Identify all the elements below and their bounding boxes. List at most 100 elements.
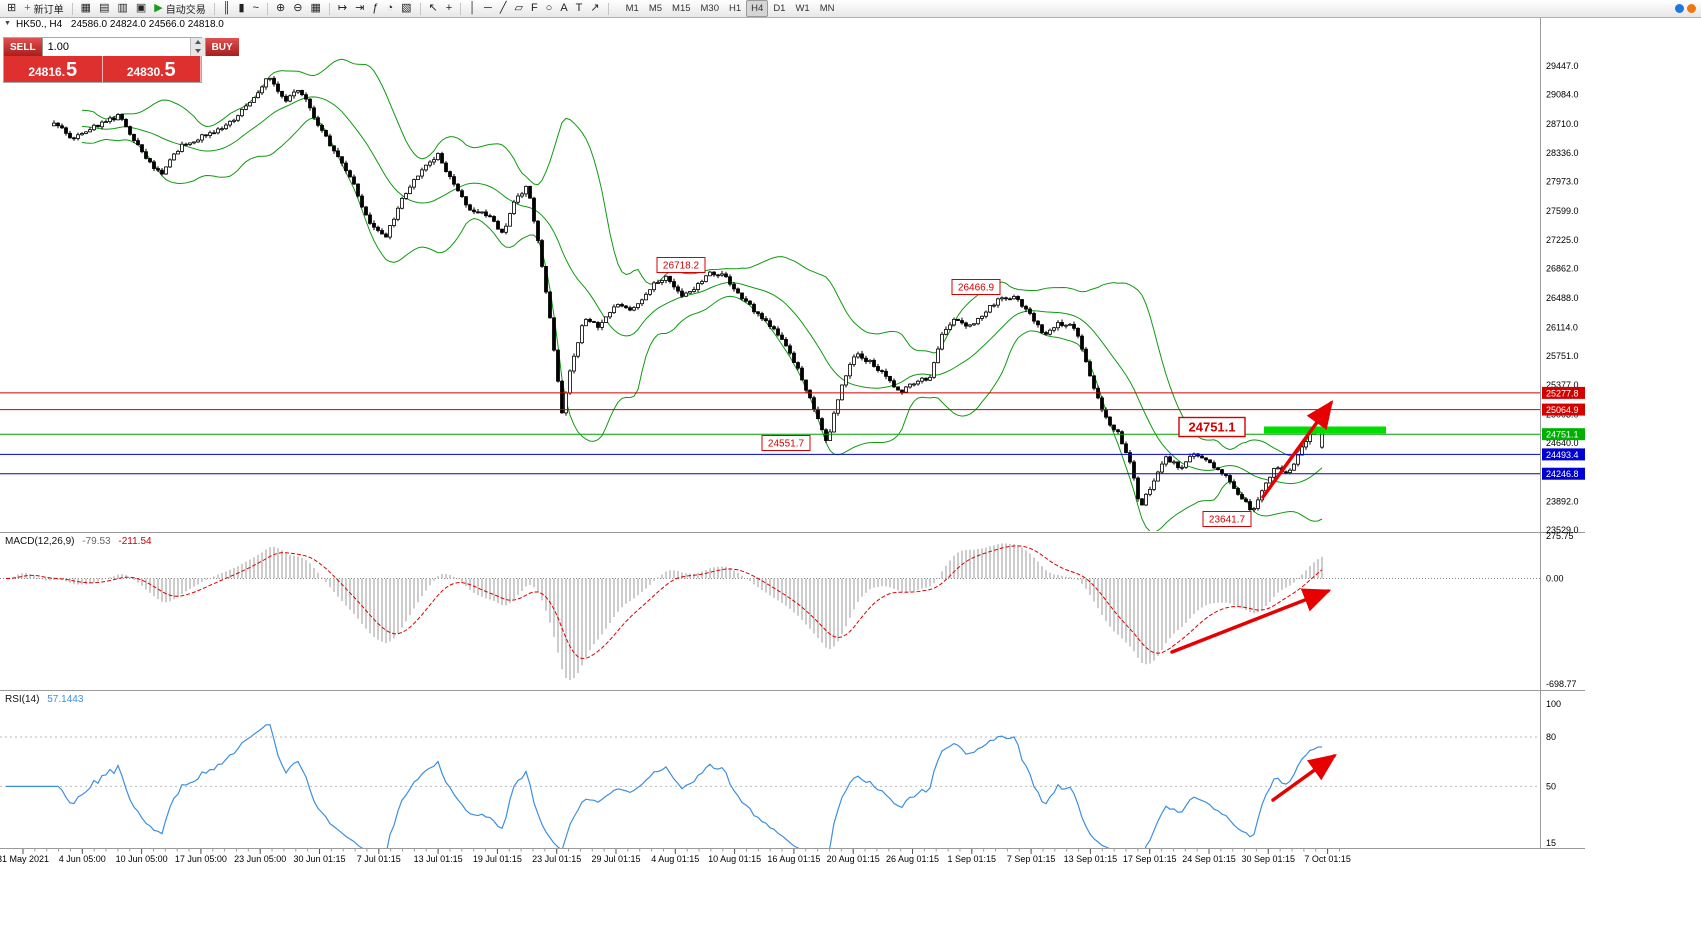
price-axis-label: 23892.0 bbox=[1546, 497, 1579, 507]
time-axis-label: 7 Sep 01:15 bbox=[1007, 854, 1056, 864]
new-order-button[interactable]: + 新订单 bbox=[20, 0, 67, 17]
crosshair-icon[interactable]: + bbox=[442, 0, 456, 17]
connection-status-icon[interactable] bbox=[1675, 4, 1684, 13]
zoom-in-icon[interactable]: ⊕ bbox=[272, 0, 289, 17]
zoom-in-icon: ⊕ bbox=[276, 2, 286, 14]
rsi-name: RSI(14) bbox=[5, 694, 40, 705]
market-watch-icon[interactable]: ▦ bbox=[77, 0, 95, 17]
arrow-tools-icon[interactable]: ↗ bbox=[586, 0, 603, 17]
time-axis-label: 29 Jul 01:15 bbox=[591, 854, 640, 864]
price-axis[interactable]: 29447.0 29084.0 28710.0 28336.0 27973.0 27599… bbox=[1542, 61, 1585, 848]
indicators-icon[interactable]: ƒ bbox=[368, 0, 382, 17]
rsi-panel bbox=[0, 724, 1540, 848]
indicators-icon: ƒ bbox=[372, 2, 379, 14]
sell-button[interactable]: SELL bbox=[4, 38, 42, 56]
macd-axis-label: 275.75 bbox=[1546, 531, 1574, 541]
chart-annotations[interactable]: 26718.2 26466.9 24751.1 24551.7 23641.7 bbox=[656, 257, 1337, 802]
templates-icon: ▧ bbox=[401, 2, 412, 14]
timeframe-mn-button[interactable]: MN bbox=[819, 3, 835, 14]
bar-chart-icon: ║ bbox=[222, 2, 231, 14]
price-axis-label: 25377.0 bbox=[1546, 380, 1579, 390]
fibonacci-icon[interactable]: F bbox=[527, 0, 542, 17]
tile-windows-icon[interactable]: ▦ bbox=[306, 0, 324, 17]
data-window-icon[interactable]: ▤ bbox=[95, 0, 113, 17]
timeframe-w1-button[interactable]: W1 bbox=[795, 3, 810, 14]
timeframe-h1-button[interactable]: H1 bbox=[729, 3, 742, 14]
macd-axis-label: 0.00 bbox=[1546, 573, 1564, 583]
trend-arrow[interactable] bbox=[1261, 400, 1334, 499]
horizontal-lines[interactable] bbox=[0, 392, 1540, 475]
panel-separators bbox=[0, 17, 1585, 849]
cursor-icon[interactable]: ↖ bbox=[425, 0, 442, 17]
buy-button[interactable]: BUY bbox=[205, 38, 239, 56]
new-order-icon: + bbox=[24, 2, 31, 14]
horizontal-line-icon[interactable]: ─ bbox=[480, 0, 496, 17]
volume-input[interactable] bbox=[42, 38, 190, 56]
time-axis-label: 23 Jun 05:00 bbox=[234, 854, 286, 864]
time-axis-label: 13 Sep 01:15 bbox=[1064, 854, 1118, 864]
trend-arrow[interactable] bbox=[1271, 753, 1337, 802]
chart-shift-icon[interactable]: ⇥ bbox=[351, 0, 368, 17]
timeframe-d1-button[interactable]: D1 bbox=[773, 3, 786, 14]
price-axis-label: 29447.0 bbox=[1546, 61, 1579, 71]
rsi-axis-label: 15 bbox=[1546, 838, 1556, 848]
rsi-value: 57.1443 bbox=[47, 694, 84, 705]
navigator-icon[interactable]: ▥ bbox=[113, 0, 131, 17]
price-line-tag: 25064.9 bbox=[1546, 405, 1579, 415]
arrow-tools-icon: ↗ bbox=[590, 2, 600, 14]
timeframe-m15-button[interactable]: M15 bbox=[672, 3, 691, 14]
new-chart-icon: ⊞ bbox=[7, 2, 17, 14]
price-axis-label: 24640.0 bbox=[1546, 438, 1579, 448]
vertical-line-icon[interactable]: │ bbox=[465, 0, 480, 17]
sell-price[interactable]: 24816. 5 bbox=[4, 56, 103, 82]
autotrading-button[interactable]: ▶ 自动交易 bbox=[150, 0, 209, 17]
shapes-icon[interactable]: ○ bbox=[542, 0, 557, 17]
label-icon[interactable]: T bbox=[572, 0, 587, 17]
bar-chart-icon[interactable]: ║ bbox=[219, 0, 235, 17]
market-watch-icon: ▦ bbox=[80, 2, 92, 14]
time-axis-label: 16 Aug 01:15 bbox=[767, 854, 820, 864]
trend-arrow[interactable] bbox=[1170, 588, 1332, 654]
terminal-icon[interactable]: ▣ bbox=[132, 0, 150, 17]
time-axis[interactable]: 31 May 2021 4 Jun 05:00 10 Jun 05:00 17 Jun… bbox=[0, 849, 1351, 864]
auto-scroll-icon: ↦ bbox=[337, 2, 348, 14]
buy-price-big-digit: 5 bbox=[164, 59, 176, 81]
time-axis-label: 26 Aug 01:15 bbox=[886, 854, 939, 864]
timeframe-m1-button[interactable]: M1 bbox=[625, 3, 639, 14]
timeframe-m5-button[interactable]: M5 bbox=[648, 3, 663, 14]
periods-icon[interactable]: ◔ bbox=[382, 0, 397, 17]
zoom-out-icon[interactable]: ⊖ bbox=[289, 0, 306, 17]
buy-price[interactable]: 24830. 5 bbox=[102, 56, 201, 82]
alert-status-icon[interactable] bbox=[1687, 4, 1696, 13]
volume-increase-button[interactable] bbox=[190, 38, 205, 47]
candlestick-chart-icon[interactable]: ▮ bbox=[235, 0, 249, 17]
time-axis-label: 17 Jun 05:00 bbox=[175, 854, 227, 864]
toolbar-separator bbox=[607, 2, 609, 15]
toolbar-separator bbox=[71, 2, 73, 15]
auto-scroll-icon[interactable]: ↦ bbox=[334, 0, 351, 17]
trendline-icon[interactable]: ╱ bbox=[496, 0, 511, 17]
periods-icon: ◔ bbox=[386, 2, 394, 14]
volume-decrease-button[interactable] bbox=[190, 47, 205, 56]
line-chart-icon[interactable]: ~ bbox=[249, 0, 263, 17]
timeframe-h4-button[interactable]: H4 bbox=[746, 0, 769, 17]
channel-icon[interactable]: ▱ bbox=[510, 0, 526, 17]
text-icon[interactable]: A bbox=[556, 0, 571, 17]
time-axis-label: 30 Jun 01:15 bbox=[293, 854, 345, 864]
volume-field bbox=[41, 38, 206, 56]
price-annotation: 26718.2 bbox=[663, 261, 700, 272]
timeframe-m30-button[interactable]: M30 bbox=[700, 3, 719, 14]
price-axis-label: 26488.0 bbox=[1546, 293, 1579, 303]
main-toolbar: ⊞ + 新订单 ▦ ▤ ▥ ▣ ▶ 自动交易 ║ ▮ ~ ⊕ ⊖ ▦ ↦ ⇥ ƒ ◔ ▧ ↖ + │ ─ ╱ ▱ F ○ A T ↗ M1 M5… bbox=[0, 0, 1701, 18]
one-click-collapse-arrow[interactable]: ▼ bbox=[4, 20, 11, 27]
autotrading-button-label: 自动交易 bbox=[165, 5, 206, 16]
new-chart-icon[interactable]: ⊞ bbox=[3, 0, 20, 17]
shapes-icon: ○ bbox=[545, 2, 553, 14]
time-axis-label: 4 Jun 05:00 bbox=[59, 854, 106, 864]
navigator-icon: ▥ bbox=[117, 2, 128, 14]
price-line-tag: 24751.1 bbox=[1546, 430, 1579, 440]
templates-icon[interactable]: ▧ bbox=[397, 0, 415, 17]
time-axis-label: 7 Jul 01:15 bbox=[357, 854, 401, 864]
macd-signal-line bbox=[5, 545, 1323, 660]
